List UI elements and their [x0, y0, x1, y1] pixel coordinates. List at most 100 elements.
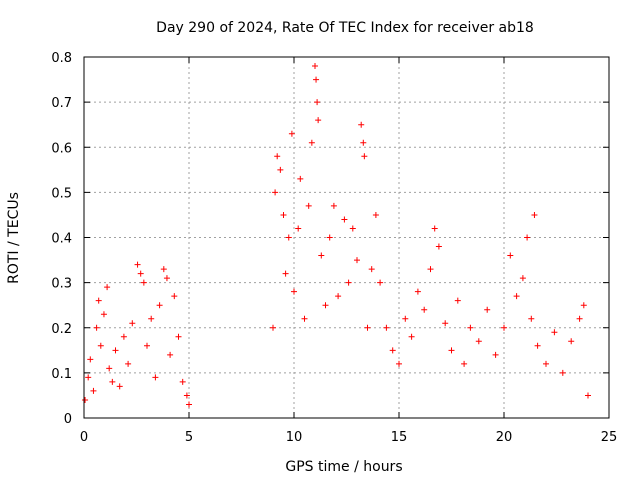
data-point — [116, 383, 123, 390]
data-point — [360, 139, 367, 146]
data-point — [312, 63, 318, 70]
data-point — [274, 153, 281, 160]
data-point — [326, 234, 333, 241]
data-point — [361, 153, 368, 160]
data-point — [559, 369, 566, 376]
data-point — [87, 356, 94, 363]
data-point — [93, 324, 100, 331]
data-point — [285, 234, 292, 241]
data-point — [120, 333, 127, 340]
data-point — [106, 365, 113, 372]
data-point — [531, 211, 538, 218]
data-point — [349, 225, 356, 232]
x-axis-title: GPS time / hours — [285, 459, 402, 475]
data-point — [82, 396, 89, 403]
data-point — [305, 202, 312, 209]
data-point — [104, 284, 111, 291]
data-point — [291, 288, 297, 295]
data-point — [272, 189, 279, 196]
data-point — [519, 275, 526, 282]
data-point — [171, 293, 178, 300]
y-tick-label: 0.1 — [51, 367, 72, 382]
data-point — [467, 324, 474, 331]
data-point — [389, 347, 396, 354]
data-point — [528, 315, 535, 322]
data-point — [148, 315, 155, 322]
data-point — [318, 252, 325, 259]
tick-labels: 0 5 10 15 20 25 0 0.1 0.2 0.3 0.4 0.5 0.6 0.7 0.8 — [51, 51, 617, 445]
data-point — [315, 117, 322, 124]
x-tick-label: 10 — [286, 430, 303, 445]
y-tick-label: 0.7 — [51, 96, 72, 111]
data-point — [90, 387, 97, 394]
data-point — [297, 175, 304, 182]
y-tick-label: 0.6 — [51, 141, 72, 156]
data-point — [167, 351, 174, 358]
data-point — [454, 297, 461, 304]
data-point — [427, 266, 434, 273]
data-points — [82, 63, 591, 408]
chart-title: Day 290 of 2024, Rate Of TEC Index for r… — [156, 20, 534, 36]
data-point — [85, 374, 92, 381]
data-point — [580, 302, 587, 309]
data-point — [448, 347, 455, 354]
data-point — [524, 234, 531, 241]
y-tick-label: 0.8 — [51, 51, 72, 66]
data-point — [183, 392, 190, 399]
data-point — [543, 360, 549, 367]
data-point — [175, 333, 182, 340]
y-axis-title: ROTI / TECUs — [6, 192, 22, 284]
x-tick-label: 15 — [391, 430, 408, 445]
data-point — [414, 288, 421, 295]
data-point — [270, 324, 276, 331]
data-point — [163, 275, 170, 282]
data-point — [551, 329, 558, 336]
y-tick-label: 0.2 — [51, 322, 72, 337]
data-point — [408, 333, 415, 340]
data-point — [435, 243, 442, 250]
data-point — [431, 225, 438, 232]
data-point — [475, 338, 482, 345]
data-point — [95, 297, 102, 304]
data-point — [137, 270, 144, 277]
data-point — [568, 338, 575, 345]
data-point — [144, 342, 150, 349]
data-point — [282, 270, 289, 277]
data-point — [585, 392, 591, 399]
data-point — [372, 211, 379, 218]
data-point — [100, 311, 107, 318]
data-point — [368, 266, 375, 273]
axis-ticks — [83, 56, 610, 419]
data-point — [534, 342, 541, 349]
data-point — [461, 360, 468, 367]
data-point — [513, 293, 520, 300]
data-point — [576, 315, 583, 322]
data-point — [301, 315, 308, 322]
data-point — [134, 261, 141, 268]
data-point — [354, 257, 360, 264]
data-point — [97, 342, 104, 349]
data-point — [156, 302, 163, 309]
data-point — [377, 279, 384, 286]
data-point — [125, 360, 132, 367]
data-point — [288, 130, 295, 137]
data-point — [330, 202, 337, 209]
data-point — [396, 360, 402, 367]
data-point — [358, 121, 365, 128]
data-point — [179, 378, 186, 385]
data-point — [484, 306, 491, 313]
data-point — [364, 324, 371, 331]
data-point — [140, 279, 147, 286]
data-point — [501, 324, 507, 331]
data-point — [160, 266, 167, 273]
data-point — [152, 374, 159, 381]
data-point — [322, 302, 329, 309]
grid — [84, 57, 609, 418]
data-point — [492, 351, 499, 358]
x-tick-label: 0 — [80, 430, 88, 445]
data-point — [345, 279, 352, 286]
x-tick-label: 25 — [601, 430, 618, 445]
data-point — [402, 315, 409, 322]
